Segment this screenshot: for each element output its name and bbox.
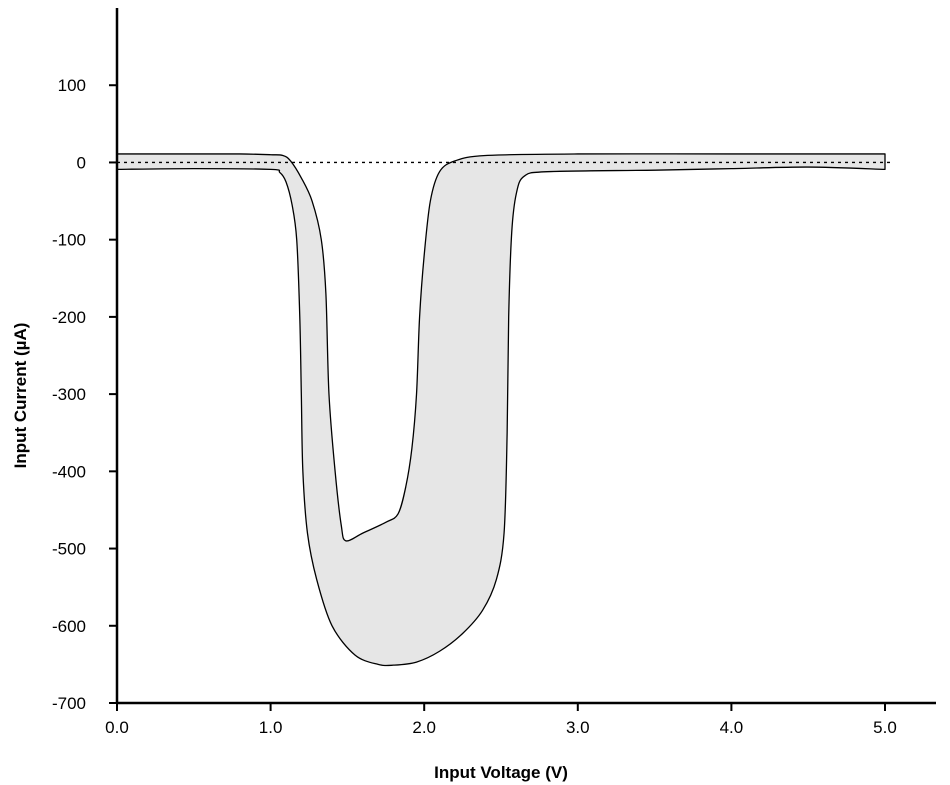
y-tick-label: -100 xyxy=(52,231,86,250)
y-tick-label: 100 xyxy=(58,76,86,95)
x-ticks: 0.0 1.0 2.0 3.0 4.0 5.0 xyxy=(105,703,897,737)
current-envelope-band xyxy=(116,153,886,667)
x-axis-title: Input Voltage (V) xyxy=(434,763,568,782)
y-axis-title: Input Current (µA) xyxy=(11,323,30,469)
x-tick-label: 0.0 xyxy=(105,718,129,737)
y-tick-label: -700 xyxy=(52,694,86,713)
y-tick-label: -400 xyxy=(52,462,86,481)
x-tick-label: 5.0 xyxy=(873,718,897,737)
x-tick-label: 4.0 xyxy=(720,718,744,737)
x-tick-label: 2.0 xyxy=(412,718,436,737)
x-tick-label: 1.0 xyxy=(259,718,283,737)
x-tick-label: 3.0 xyxy=(566,718,590,737)
axes xyxy=(115,8,936,705)
y-tick-label: -200 xyxy=(52,308,86,327)
y-tick-label: -600 xyxy=(52,617,86,636)
y-ticks: 100 0 -100 -200 -300 -400 -500 -600 -700 xyxy=(52,76,117,713)
plot-area xyxy=(116,153,893,667)
y-tick-label: -300 xyxy=(52,385,86,404)
y-tick-label: -500 xyxy=(52,540,86,559)
y-tick-label: 0 xyxy=(77,153,86,172)
